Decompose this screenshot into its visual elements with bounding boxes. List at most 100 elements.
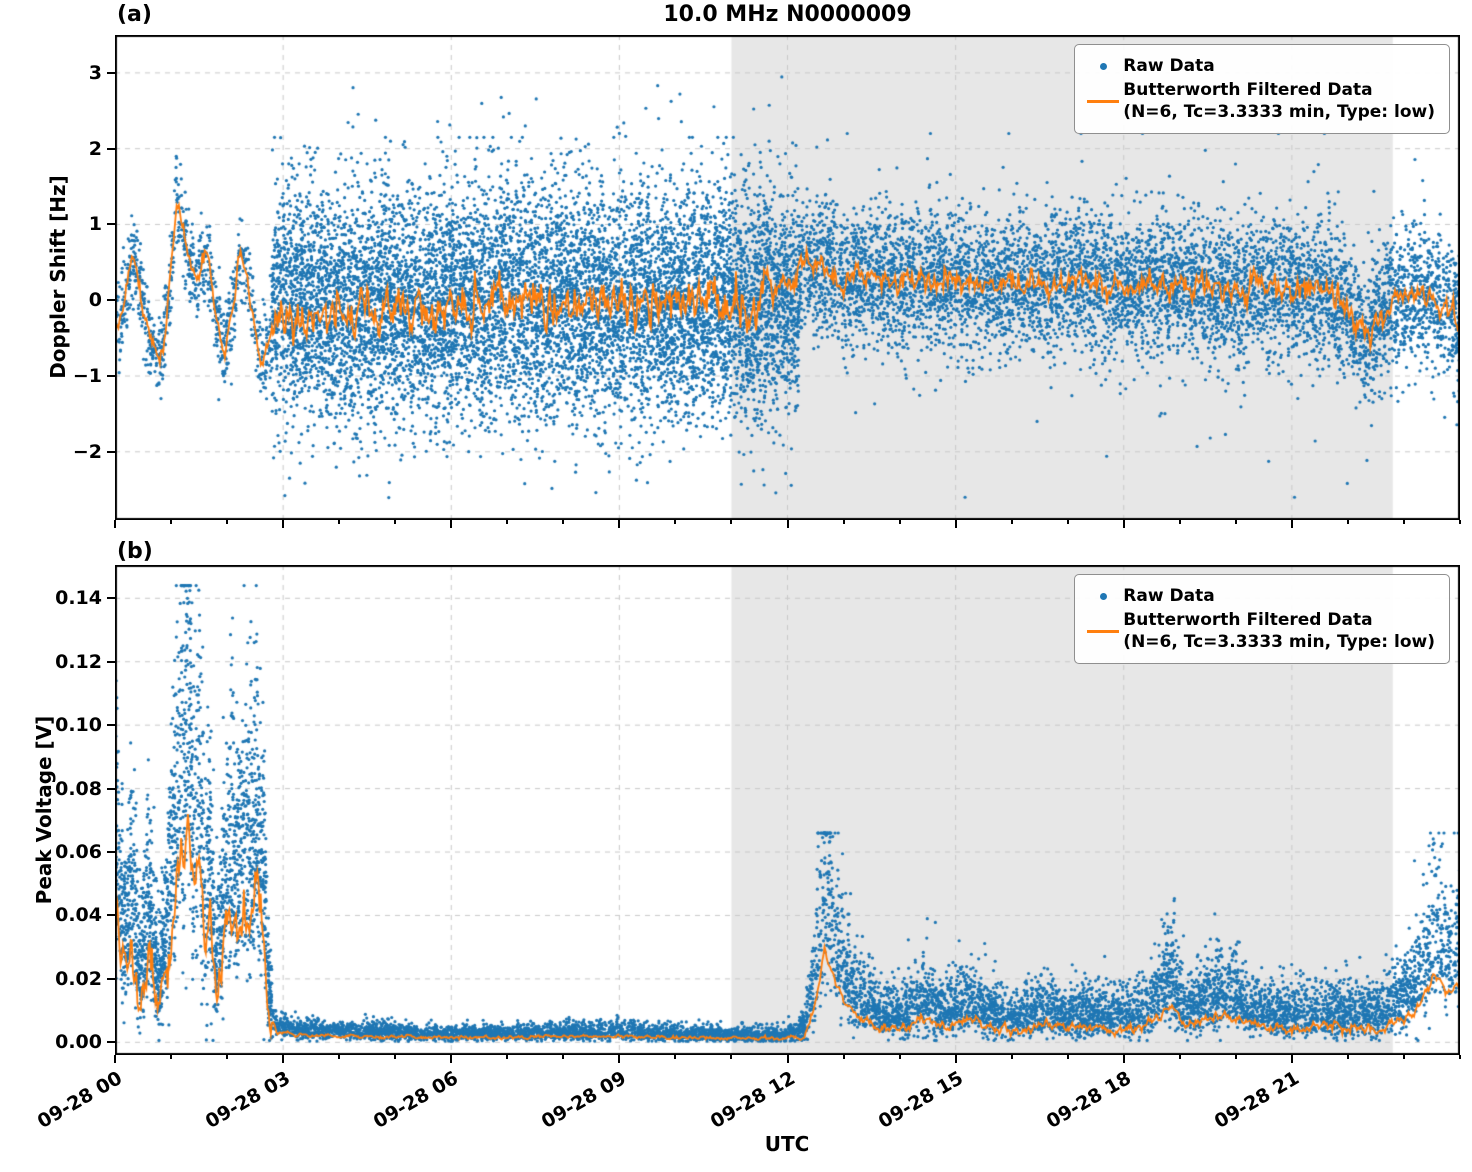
tick-mark <box>898 520 901 524</box>
tick-mark <box>107 597 115 600</box>
y-tick-label: 1 <box>88 213 102 236</box>
tick-mark <box>1234 1055 1237 1059</box>
tick-mark <box>674 1055 677 1059</box>
tick-mark <box>107 375 115 378</box>
x-tick-label: 09-28 06 <box>369 1067 463 1133</box>
tick-mark <box>226 520 229 524</box>
y-tick-label: 0 <box>88 289 102 312</box>
legend-filtered-line2: (N=6, Tc=3.3333 min, Type: low) <box>1123 102 1435 123</box>
tick-mark <box>562 520 565 524</box>
y-tick-label: 0.02 <box>55 967 102 990</box>
tick-mark <box>450 1055 453 1063</box>
legend-raw-label: Raw Data <box>1123 56 1215 76</box>
tick-mark <box>107 450 115 453</box>
filtered-line-marker-icon <box>1083 99 1123 103</box>
legend-b: Raw Data Butterworth Filtered Data (N=6,… <box>1074 574 1450 665</box>
tick-mark <box>107 147 115 150</box>
tick-mark <box>107 724 115 727</box>
tick-mark <box>674 520 677 524</box>
tick-mark <box>1459 1055 1461 1059</box>
tick-mark <box>107 977 115 980</box>
tick-mark <box>394 520 397 524</box>
y-tick-label: −1 <box>72 365 102 388</box>
x-tick-label: 09-28 18 <box>1042 1067 1135 1133</box>
legend-filtered-line1: Butterworth Filtered Data <box>1123 610 1373 631</box>
tick-mark <box>107 71 115 74</box>
tick-mark <box>107 914 115 917</box>
tick-mark <box>1346 1055 1349 1059</box>
tick-mark <box>107 299 115 302</box>
panel-b-ylabel: Peak Voltage [V] <box>32 715 56 905</box>
tick-mark <box>394 1055 397 1059</box>
tick-mark <box>1010 520 1013 524</box>
tick-mark <box>170 1055 173 1059</box>
y-tick-label: 0.08 <box>55 777 102 800</box>
tick-mark <box>1066 520 1069 524</box>
tick-mark <box>1010 1055 1013 1059</box>
panel-a-ylabel: Doppler Shift [Hz] <box>46 175 70 379</box>
panel-b-label: (b) <box>117 539 153 564</box>
tick-mark <box>1234 520 1237 524</box>
legend-filtered-label: Butterworth Filtered Data (N=6, Tc=3.333… <box>1123 79 1435 123</box>
x-tick-label: 09-28 21 <box>1210 1067 1303 1133</box>
tick-mark <box>786 1055 789 1063</box>
legend-a: Raw Data Butterworth Filtered Data (N=6,… <box>1074 44 1450 135</box>
legend-raw-label: Raw Data <box>1123 586 1215 606</box>
legend-filtered-line2: (N=6, Tc=3.3333 min, Type: low) <box>1123 632 1435 653</box>
legend-filtered-line1: Butterworth Filtered Data <box>1123 80 1373 101</box>
tick-mark <box>1346 520 1349 524</box>
tick-mark <box>618 1055 621 1063</box>
tick-mark <box>338 1055 341 1059</box>
tick-mark <box>954 520 957 528</box>
tick-mark <box>506 520 509 524</box>
y-tick-label: 0.14 <box>55 587 102 610</box>
tick-mark <box>450 520 453 528</box>
tick-mark <box>107 1041 115 1044</box>
legend-a-raw-row: Raw Data <box>1083 55 1435 77</box>
y-tick-label: −2 <box>72 440 102 463</box>
x-tick-label: 09-28 03 <box>201 1067 295 1133</box>
raw-data-marker-icon <box>1083 592 1123 600</box>
tick-mark <box>226 1055 229 1059</box>
x-axis-label: UTC <box>764 1132 810 1156</box>
x-tick-label: 09-28 09 <box>538 1067 631 1133</box>
tick-mark <box>954 1055 957 1063</box>
x-tick-label: 09-28 00 <box>33 1067 126 1133</box>
chart-title: 10.0 MHz N0000009 <box>663 2 912 27</box>
tick-mark <box>1066 1055 1069 1059</box>
tick-mark <box>730 1055 733 1059</box>
tick-mark <box>1178 1055 1181 1059</box>
legend-a-filtered-row: Butterworth Filtered Data (N=6, Tc=3.333… <box>1083 79 1435 123</box>
tick-mark <box>730 520 733 524</box>
tick-mark <box>107 660 115 663</box>
y-tick-label: 0.10 <box>55 714 102 737</box>
tick-mark <box>1402 520 1405 524</box>
tick-mark <box>114 520 116 528</box>
tick-mark <box>562 1055 565 1059</box>
tick-mark <box>1402 1055 1405 1059</box>
tick-mark <box>1290 520 1293 528</box>
x-tick-label: 09-28 15 <box>874 1067 967 1133</box>
tick-mark <box>506 1055 509 1059</box>
tick-mark <box>842 1055 845 1059</box>
y-tick-label: 2 <box>88 137 102 160</box>
tick-mark <box>1178 520 1181 524</box>
tick-mark <box>114 1055 116 1063</box>
y-tick-label: 0.00 <box>55 1031 102 1054</box>
tick-mark <box>107 787 115 790</box>
legend-b-filtered-row: Butterworth Filtered Data (N=6, Tc=3.333… <box>1083 609 1435 653</box>
raw-data-marker-icon <box>1083 62 1123 70</box>
tick-mark <box>170 520 173 524</box>
y-tick-label: 0.04 <box>55 904 102 927</box>
tick-mark <box>107 223 115 226</box>
y-tick-label: 3 <box>88 61 102 84</box>
tick-mark <box>898 1055 901 1059</box>
tick-mark <box>107 851 115 854</box>
tick-mark <box>1290 1055 1293 1063</box>
legend-b-raw-row: Raw Data <box>1083 585 1435 607</box>
tick-mark <box>1122 1055 1125 1063</box>
panel-a-label: (a) <box>117 2 152 27</box>
tick-mark <box>1459 520 1461 524</box>
tick-mark <box>338 520 341 524</box>
